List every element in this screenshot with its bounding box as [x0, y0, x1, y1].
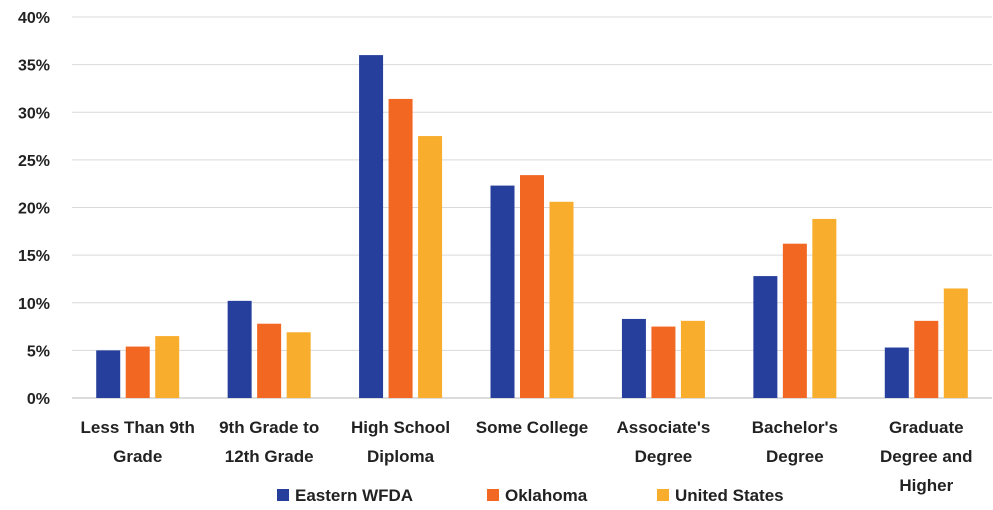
y-tick-label: 30% [18, 105, 50, 122]
bar [549, 201, 574, 398]
x-category-label: Degree and [880, 447, 973, 466]
x-category-label: Higher [899, 476, 953, 495]
x-category-label: Degree [766, 447, 824, 466]
bar [812, 218, 837, 398]
bar [388, 98, 413, 398]
x-category-label: Grade [113, 447, 162, 466]
bar [490, 185, 515, 398]
bar [418, 136, 443, 398]
y-tick-label: 0% [27, 391, 50, 408]
bar [257, 323, 282, 398]
bar [286, 332, 311, 398]
x-category-label: 12th Grade [225, 447, 314, 466]
y-tick-label: 35% [18, 58, 50, 75]
x-category-label: Degree [635, 447, 693, 466]
bar [943, 288, 968, 398]
x-category-label: Associate's [617, 418, 711, 437]
x-category-label: Less Than 9th [81, 418, 195, 437]
bar [753, 276, 778, 398]
legend-swatch [657, 489, 669, 501]
y-tick-label: 15% [18, 248, 50, 265]
legend-swatch [487, 489, 499, 501]
legend-swatch [277, 489, 289, 501]
bar [96, 350, 121, 398]
y-tick-label: 20% [18, 201, 50, 218]
bar [621, 318, 646, 398]
y-tick-label: 5% [27, 343, 50, 360]
legend-label: United States [675, 486, 784, 505]
bar [680, 320, 705, 398]
bar [884, 347, 909, 398]
legend-label: Oklahoma [505, 486, 588, 505]
bar [227, 300, 252, 398]
x-category-label: Diploma [367, 447, 435, 466]
legend-item: United States [657, 486, 784, 505]
legend: Eastern WFDA Oklahoma United States [277, 486, 784, 505]
legend-item: Eastern WFDA [277, 486, 413, 505]
bar [125, 346, 150, 398]
bar [914, 320, 939, 398]
bar [520, 175, 544, 398]
x-category-label: Some College [476, 418, 588, 437]
bar [359, 55, 384, 398]
y-tick-label: 10% [18, 296, 50, 313]
x-category-label: Bachelor's [752, 418, 838, 437]
legend-label: Eastern WFDA [295, 486, 413, 505]
x-axis-category-labels: Less Than 9th Grade 9th Grade to 12th Grade… [81, 418, 973, 495]
y-axis-tick-labels: 0% 5% 10% 15% 20% 25% 30% 35% 40% [18, 10, 50, 408]
bar [782, 243, 807, 398]
bars [96, 55, 968, 398]
x-category-label: 9th Grade to [219, 418, 319, 437]
legend-item: Oklahoma [487, 486, 588, 505]
bar [155, 336, 180, 398]
y-tick-label: 25% [18, 153, 50, 170]
y-tick-label: 40% [18, 10, 50, 27]
bar [651, 326, 676, 398]
x-category-label: High School [351, 418, 450, 437]
x-category-label: Graduate [889, 418, 964, 437]
